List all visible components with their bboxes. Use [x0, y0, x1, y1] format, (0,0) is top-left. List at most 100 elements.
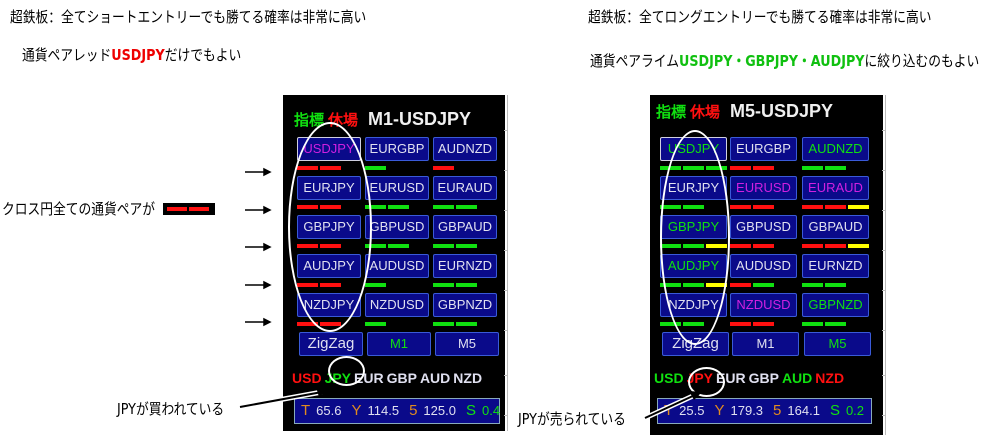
trend-bar-green: [802, 283, 823, 287]
pair-button-gbpnzd[interactable]: GBPNZD: [433, 293, 497, 317]
right-sub-suffix: に絞り込むのもよい: [864, 52, 980, 70]
trend-bar-red: [730, 322, 751, 326]
left-subheading: 通貨ペアレッドUSDJPYだけでもよい: [22, 44, 241, 65]
pair-button-eurusd[interactable]: EURUSD: [730, 176, 797, 200]
trend-bar-red: [825, 244, 846, 248]
pair-button-euraud[interactable]: EURAUD: [802, 176, 869, 200]
pair-button-gbpaud[interactable]: GBPAUD: [802, 215, 869, 239]
stat-key-t: T: [301, 402, 311, 419]
trend-bar-green: [456, 283, 477, 287]
trend-bar-red: [753, 322, 774, 326]
trend-bars: [802, 283, 846, 287]
pair-button-audusd[interactable]: AUDUSD: [365, 254, 429, 278]
trend-bar-green: [388, 244, 409, 248]
trend-bar-green: [456, 244, 477, 248]
left-heading: 超鉄板：全てショートエントリーでも勝てる確率は非常に高い: [10, 8, 367, 26]
trend-bar-green: [365, 205, 386, 209]
axis-tick: [504, 130, 508, 131]
left-sub-highlight: USDJPY: [111, 46, 165, 64]
control-button-zigzag[interactable]: ZigZag: [299, 332, 363, 356]
currency-strength-row: USD JPY EUR GBP AUD NZD: [654, 370, 847, 386]
pair-button-gbpusd[interactable]: GBPUSD: [365, 215, 429, 239]
pair-button-audnzd[interactable]: AUDNZD: [433, 137, 497, 161]
trend-bars: [802, 244, 869, 248]
left-sub-suffix: だけでもよい: [164, 46, 242, 64]
arrow-icon: [245, 242, 272, 252]
axis-tick: [882, 375, 886, 376]
pair-button-nzdusd[interactable]: NZDUSD: [730, 293, 797, 317]
trend-bar-green: [456, 322, 477, 326]
jpy-highlight-circle: [328, 356, 365, 386]
pair-button-gbpaud[interactable]: GBPAUD: [433, 215, 497, 239]
stat-value: 25.5: [679, 403, 705, 418]
pair-button-eurgbp[interactable]: EURGBP: [365, 137, 429, 161]
closed-label[interactable]: 休場: [690, 103, 721, 121]
trend-bars: [802, 322, 846, 326]
pair-button-eurusd[interactable]: EURUSD: [365, 176, 429, 200]
right-subheading: 通貨ペアライムUSDJPY・GBPJPY・AUDJPYに絞り込むのもよい: [590, 50, 979, 71]
trend-bars: [730, 322, 774, 326]
trend-bars: [730, 205, 774, 209]
pair-button-nzdusd[interactable]: NZDUSD: [365, 293, 429, 317]
pair-button-gbpusd[interactable]: GBPUSD: [730, 215, 797, 239]
control-button-m1[interactable]: M1: [732, 332, 799, 356]
pair-button-eurgbp[interactable]: EURGBP: [730, 137, 797, 161]
stat-value: 114.5: [367, 403, 400, 418]
stat-value: 0.2: [845, 403, 865, 418]
currency-usd: USD: [292, 370, 322, 386]
stats-box: T 25.5 Y 179.3 5 164.1 S 0.2: [657, 398, 872, 424]
stats-box: T 65.6 Y 114.5 5 125.0 S 0.4: [294, 398, 500, 424]
control-button-m5[interactable]: M5: [804, 332, 871, 356]
currency-aud: AUD: [419, 370, 451, 386]
stat-key-y: Y: [351, 402, 362, 419]
trend-bars: [365, 322, 386, 326]
trend-bars: [365, 244, 409, 248]
trend-bar-green: [660, 322, 681, 326]
trend-bars: [433, 283, 477, 287]
trend-bar-red: [730, 283, 751, 287]
pair-button-audusd[interactable]: AUDUSD: [730, 254, 797, 278]
pair-button-gbpnzd[interactable]: GBPNZD: [802, 293, 869, 317]
indicator-label[interactable]: 指標: [656, 103, 687, 121]
pair-button-euraud[interactable]: EURAUD: [433, 176, 497, 200]
axis-tick: [882, 415, 886, 416]
control-button-m1[interactable]: M1: [367, 332, 431, 356]
symbol-title: M1-USDJPY: [368, 109, 472, 129]
trend-bars: [433, 205, 477, 209]
jpy-sold-note: JPYが売られている: [518, 410, 626, 428]
trend-bar-green: [388, 205, 409, 209]
trend-bar-green: [802, 322, 823, 326]
jpy-bought-note: JPYが買われている: [117, 400, 225, 418]
pair-button-audnzd[interactable]: AUDNZD: [802, 137, 869, 161]
highlight-ellipse: [288, 122, 372, 332]
right-sub-highlight: USDJPY・GBPJPY・AUDJPY: [678, 52, 865, 70]
pair-button-eurnzd[interactable]: EURNZD: [433, 254, 497, 278]
trend-bar-yellow: [848, 205, 869, 209]
stat-key-y: Y: [714, 402, 725, 419]
axis-tick: [504, 375, 508, 376]
stat-key-s: S: [829, 402, 840, 419]
axis-tick: [504, 290, 508, 291]
trend-bars: [365, 283, 386, 287]
trend-bars: [802, 166, 846, 170]
trend-bars: [365, 166, 386, 170]
pair-button-eurnzd[interactable]: EURNZD: [802, 254, 869, 278]
currency-nzd: NZD: [815, 370, 845, 386]
right-sub-prefix: 通貨ペアライム: [590, 52, 679, 70]
indicator-label[interactable]: 指標: [294, 111, 325, 129]
trend-bar-red: [825, 205, 846, 209]
right-heading: 超鉄板：全てロングエントリーでも勝てる確率は非常に高い: [588, 8, 932, 26]
arrow-icon: [245, 167, 272, 177]
bar-legend-swatch: [163, 203, 215, 215]
axis-tick: [504, 250, 508, 251]
currency-strength-row: USD JPY EUR GBP AUD NZD: [292, 370, 485, 386]
stat-key-s: S: [465, 402, 476, 419]
highlight-ellipse: [660, 130, 730, 345]
axis-tick: [882, 330, 886, 331]
control-button-m5[interactable]: M5: [435, 332, 499, 356]
trend-bar-red: [730, 166, 751, 170]
trend-bar-green: [802, 166, 823, 170]
currency-usd: USD: [654, 370, 684, 386]
trend-bar-green: [433, 244, 454, 248]
